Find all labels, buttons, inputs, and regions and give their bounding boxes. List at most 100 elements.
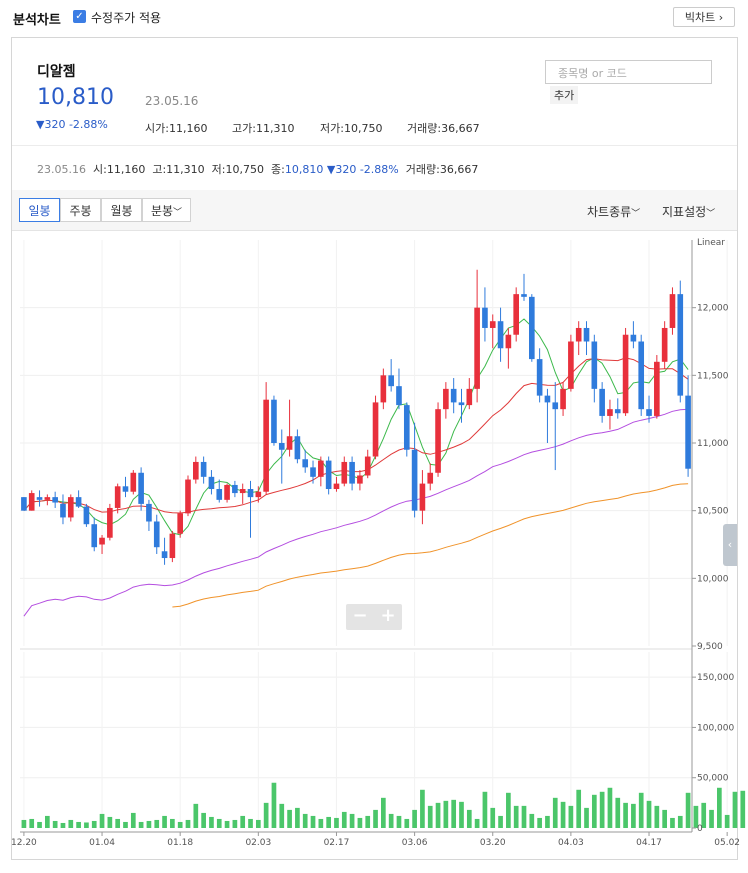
candle-body (52, 497, 58, 503)
candle-body (599, 388, 605, 416)
zoom-in-icon[interactable]: + (380, 605, 396, 626)
candle-body (403, 405, 410, 450)
candle-body (146, 503, 152, 522)
candle-body (232, 484, 238, 494)
volume-bar (177, 821, 183, 828)
volume-bar (115, 818, 121, 828)
volume-bar (740, 790, 746, 828)
adjusted-price-label[interactable]: 수정주가 적용 (91, 11, 162, 25)
candle-body (36, 497, 43, 500)
candle-body (169, 533, 176, 559)
volume-tick-label: 50,000 (697, 774, 729, 784)
volume-bar (404, 818, 410, 828)
volume-bar (591, 794, 597, 828)
chevron-down-icon: ﹀ (173, 208, 183, 218)
tab-minute[interactable]: 분봉﹀ (142, 198, 191, 222)
candles (21, 269, 691, 565)
volume-bar (584, 807, 589, 828)
candle-body (466, 388, 473, 406)
chart-grid (20, 240, 728, 828)
volume-bar (130, 812, 136, 828)
volume-bar (709, 809, 714, 828)
candle-body (622, 334, 629, 414)
volume-bar (568, 805, 574, 828)
volume-bar (631, 803, 636, 828)
volume-bar (373, 809, 378, 828)
chevron-down-icon: ﹀ (631, 209, 641, 219)
adjusted-price-checkbox[interactable]: ✓ (73, 10, 86, 23)
volume-bar (154, 819, 160, 828)
candle-body (67, 497, 74, 518)
candle-body (380, 375, 387, 403)
volume-bar (162, 815, 167, 828)
volume-tick-label: 100,000 (697, 723, 734, 733)
candle-body (75, 497, 82, 507)
candle-body (60, 503, 66, 518)
candle-body (224, 484, 230, 500)
volume-bar (388, 813, 394, 828)
candle-body (435, 409, 441, 473)
zoom-control[interactable]: − + (346, 604, 402, 630)
candle-body (91, 524, 98, 548)
x-tick-label: 03.06 (402, 838, 428, 848)
candle-body (21, 497, 27, 511)
volume-bar (693, 805, 699, 828)
candle-body (614, 409, 621, 414)
volume-bar (654, 805, 660, 828)
volume-bar (318, 818, 324, 828)
volume-bar (576, 789, 582, 828)
tab-monthly[interactable]: 월봉 (101, 198, 142, 222)
volume-tick-label: 150,000 (697, 673, 734, 683)
volume-bar (513, 805, 519, 828)
candle-body (419, 483, 426, 511)
price-change-value: 320 -2.88% (44, 118, 108, 131)
stock-search-input[interactable]: 종목명 or 코드 (545, 60, 712, 84)
volume-bar (193, 803, 199, 828)
volume-bar (138, 821, 144, 828)
candle-body (685, 395, 691, 469)
add-button[interactable]: 추가 (550, 86, 579, 104)
candle-body (247, 489, 254, 498)
low-price: 저가:10,750 (320, 122, 383, 135)
volume-bar (248, 818, 253, 828)
candle-body (591, 341, 598, 389)
candle-body (122, 486, 129, 492)
candle-body (388, 375, 394, 387)
chart-type-menu[interactable]: 차트종류﹀ (587, 205, 641, 219)
x-tick-label: 04.17 (636, 838, 662, 848)
candle-body (474, 307, 480, 389)
candle-body (396, 386, 402, 406)
volume-bar (638, 792, 644, 828)
zoom-out-icon[interactable]: − (352, 605, 368, 626)
candle-body (263, 399, 269, 492)
candle-body (310, 467, 316, 477)
volume-bar (623, 802, 628, 828)
volume-bar (506, 792, 511, 828)
candle-body (521, 294, 527, 297)
chevron-right-icon: › (718, 11, 724, 24)
tab-daily[interactable]: 일봉 (19, 198, 60, 222)
candle-body (318, 460, 324, 477)
open-price: 시가:11,160 (145, 122, 208, 135)
candle-body (654, 361, 660, 416)
candle-body (153, 521, 160, 548)
scale-label: Linear (697, 238, 725, 248)
volume-bar (29, 818, 35, 828)
side-panel-handle[interactable]: ‹ (723, 524, 737, 566)
tab-weekly[interactable]: 주봉 (60, 198, 101, 222)
volume-bar (107, 816, 113, 828)
candle-body (138, 472, 144, 504)
y-tick-label: 10,000 (697, 574, 729, 584)
volume-bar (365, 815, 371, 828)
page-title: 분석차트 (13, 13, 61, 28)
volume-bar (521, 805, 527, 828)
bigchart-button[interactable]: 빅차트 › (673, 7, 735, 27)
candle-body (357, 475, 363, 484)
volume-bar (537, 817, 542, 828)
volume-bar (209, 816, 214, 828)
candle-body (458, 402, 465, 406)
indicator-settings-menu[interactable]: 지표설정﹀ (662, 205, 716, 219)
candle-body (482, 307, 488, 328)
x-tick-label: 01.18 (167, 838, 193, 848)
